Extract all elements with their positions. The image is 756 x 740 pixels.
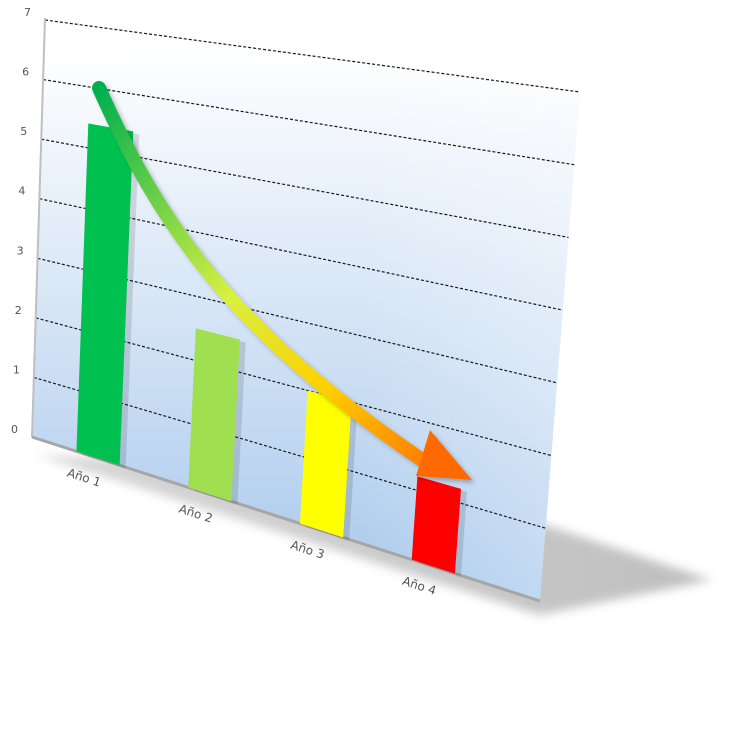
y-tick-label: 6 bbox=[22, 66, 29, 79]
bar-1 bbox=[76, 123, 134, 466]
y-tick-label: 4 bbox=[18, 185, 25, 198]
gridline bbox=[35, 317, 552, 457]
y-tick-label: 3 bbox=[17, 244, 24, 257]
gridline bbox=[37, 257, 558, 384]
bars bbox=[76, 123, 467, 577]
bar-2 bbox=[188, 328, 240, 502]
trend-arrow-shaft bbox=[92, 81, 435, 471]
y-axis-tick-labels: 0 1 2 3 4 5 6 7 bbox=[11, 6, 31, 436]
trend-arrow bbox=[92, 81, 472, 480]
gridline bbox=[39, 198, 563, 311]
gridline bbox=[33, 376, 546, 529]
bar-3 bbox=[299, 390, 352, 538]
y-tick-label: 5 bbox=[20, 125, 27, 138]
x-axis-line bbox=[31, 435, 541, 603]
gridlines bbox=[33, 19, 581, 529]
gridline bbox=[41, 138, 569, 239]
y-tick-label: 2 bbox=[15, 304, 22, 317]
y-tick-label: 7 bbox=[24, 6, 31, 19]
trend-arrow-head bbox=[416, 430, 472, 480]
y-tick-label: 0 bbox=[11, 423, 18, 436]
y-tick-label: 1 bbox=[13, 363, 20, 376]
y-axis-line bbox=[31, 17, 46, 438]
bar-4 bbox=[411, 476, 461, 574]
